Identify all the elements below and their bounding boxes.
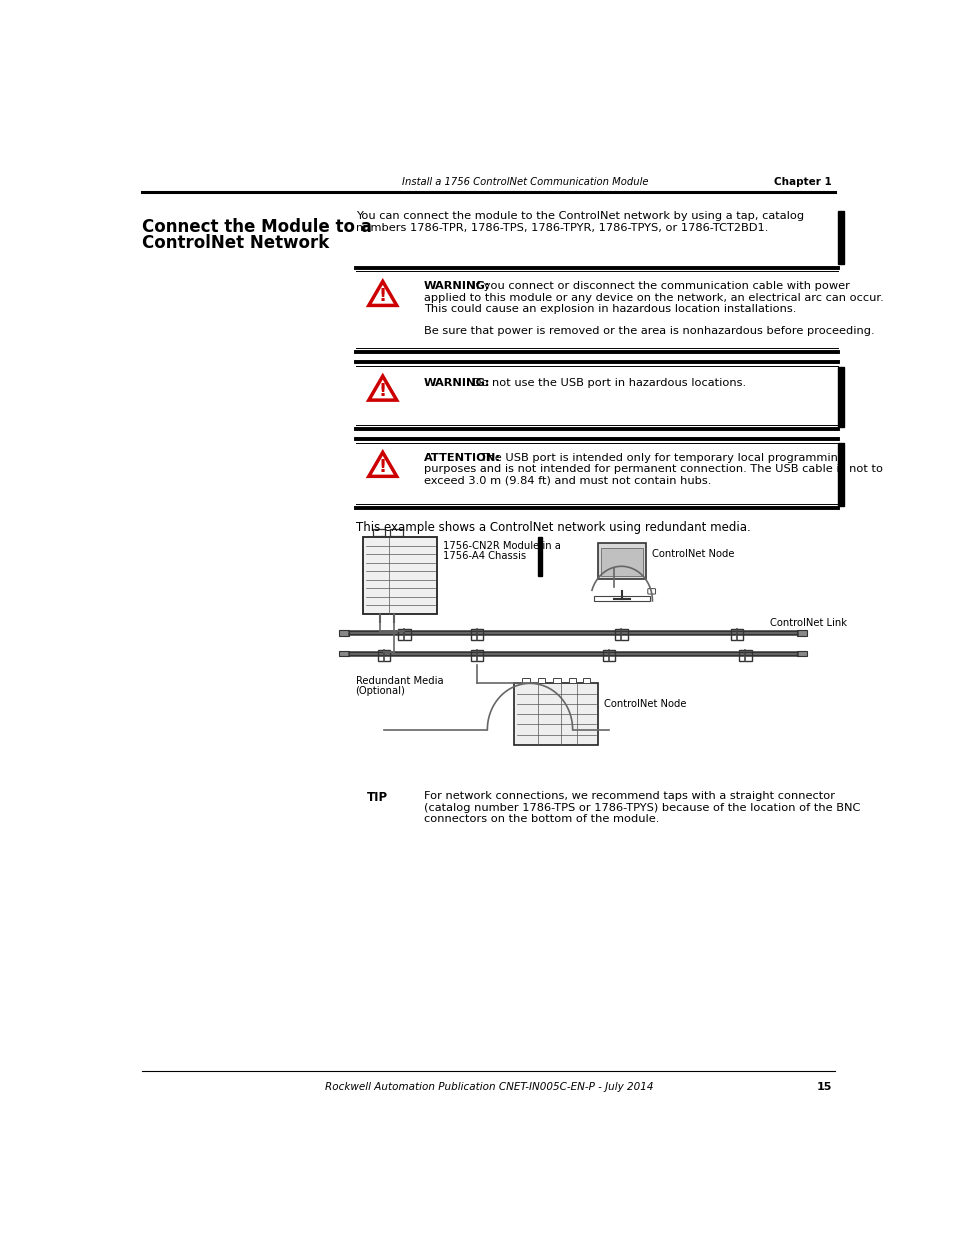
Text: ControlNet Network: ControlNet Network	[142, 235, 330, 252]
FancyBboxPatch shape	[615, 630, 627, 640]
Bar	[838, 367, 843, 427]
Text: Connect the Module to a: Connect the Module to a	[142, 217, 372, 236]
FancyBboxPatch shape	[390, 529, 402, 536]
FancyBboxPatch shape	[568, 678, 576, 683]
Text: ControlNet Node: ControlNet Node	[604, 699, 686, 709]
Text: (Optional): (Optional)	[355, 685, 405, 695]
Text: ControlNet Link: ControlNet Link	[769, 618, 846, 627]
Text: applied to this module or any device on the network, an electrical arc can occur: applied to this module or any device on …	[423, 293, 882, 303]
Text: WARNING:: WARNING:	[423, 282, 490, 291]
FancyBboxPatch shape	[647, 589, 655, 594]
Text: TIP: TIP	[367, 792, 388, 804]
Text: Do not use the USB port in hazardous locations.: Do not use the USB port in hazardous loc…	[468, 378, 745, 389]
Text: Install a 1756 ControlNet Communication Module: Install a 1756 ControlNet Communication …	[401, 177, 648, 186]
FancyBboxPatch shape	[582, 678, 590, 683]
Text: !: !	[378, 458, 386, 477]
Bar	[797, 651, 806, 656]
Text: This could cause an explosion in hazardous location installations.: This could cause an explosion in hazardo…	[423, 304, 796, 314]
Text: This example shows a ControlNet network using redundant media.: This example shows a ControlNet network …	[355, 521, 750, 534]
Bar	[339, 651, 348, 656]
Bar	[838, 443, 843, 506]
Text: !: !	[378, 382, 386, 400]
FancyBboxPatch shape	[373, 529, 385, 536]
FancyBboxPatch shape	[514, 683, 598, 745]
FancyBboxPatch shape	[537, 678, 545, 683]
Text: Be sure that power is removed or the area is nonhazardous before proceeding.: Be sure that power is removed or the are…	[423, 326, 874, 336]
Text: ATTENTION:: ATTENTION:	[423, 453, 500, 463]
FancyBboxPatch shape	[598, 543, 645, 579]
Polygon shape	[369, 282, 396, 305]
Bar	[838, 211, 843, 264]
Bar	[339, 630, 348, 636]
Polygon shape	[369, 452, 396, 477]
Text: Chapter 1: Chapter 1	[774, 177, 831, 186]
FancyBboxPatch shape	[602, 651, 615, 661]
Text: If you connect or disconnect the communication cable with power: If you connect or disconnect the communi…	[468, 282, 849, 291]
FancyBboxPatch shape	[377, 651, 390, 661]
Text: You can connect the module to the ControlNet network by using a tap, catalog: You can connect the module to the Contro…	[355, 211, 803, 221]
Text: purposes and is not intended for permanent connection. The USB cable is not to: purposes and is not intended for permane…	[423, 464, 882, 474]
FancyBboxPatch shape	[521, 678, 530, 683]
Text: WARNING:: WARNING:	[423, 378, 490, 389]
FancyBboxPatch shape	[730, 630, 742, 640]
Bar	[797, 630, 806, 636]
Text: 15: 15	[816, 1082, 831, 1092]
FancyBboxPatch shape	[471, 630, 483, 640]
FancyBboxPatch shape	[594, 595, 649, 601]
FancyBboxPatch shape	[553, 678, 560, 683]
Text: Rockwell Automation Publication CNET-IN005C-EN-P - July 2014: Rockwell Automation Publication CNET-IN0…	[324, 1082, 653, 1092]
Text: numbers 1786-TPR, 1786-TPS, 1786-TPYR, 1786-TPYS, or 1786-TCT2BD1.: numbers 1786-TPR, 1786-TPS, 1786-TPYR, 1…	[355, 222, 767, 233]
FancyBboxPatch shape	[397, 630, 410, 640]
FancyBboxPatch shape	[471, 651, 483, 661]
Text: The USB port is intended only for temporary local programming: The USB port is intended only for tempor…	[476, 453, 843, 463]
Text: ControlNet Node: ControlNet Node	[652, 550, 734, 559]
Text: Redundant Media: Redundant Media	[355, 676, 443, 685]
Bar	[537, 537, 542, 576]
Text: connectors on the bottom of the module.: connectors on the bottom of the module.	[423, 814, 659, 824]
Text: 1756-A4 Chassis: 1756-A4 Chassis	[443, 551, 526, 561]
FancyBboxPatch shape	[363, 537, 436, 614]
FancyBboxPatch shape	[600, 548, 642, 577]
FancyBboxPatch shape	[739, 651, 751, 661]
Text: (catalog number 1786-TPS or 1786-TPYS) because of the location of the BNC: (catalog number 1786-TPS or 1786-TPYS) b…	[423, 803, 860, 813]
Text: exceed 3.0 m (9.84 ft) and must not contain hubs.: exceed 3.0 m (9.84 ft) and must not cont…	[423, 475, 710, 485]
Text: !: !	[378, 288, 386, 305]
Text: 1756-CN2R Module in a: 1756-CN2R Module in a	[443, 541, 560, 551]
Polygon shape	[369, 377, 396, 400]
Text: For network connections, we recommend taps with a straight connector: For network connections, we recommend ta…	[423, 792, 834, 802]
